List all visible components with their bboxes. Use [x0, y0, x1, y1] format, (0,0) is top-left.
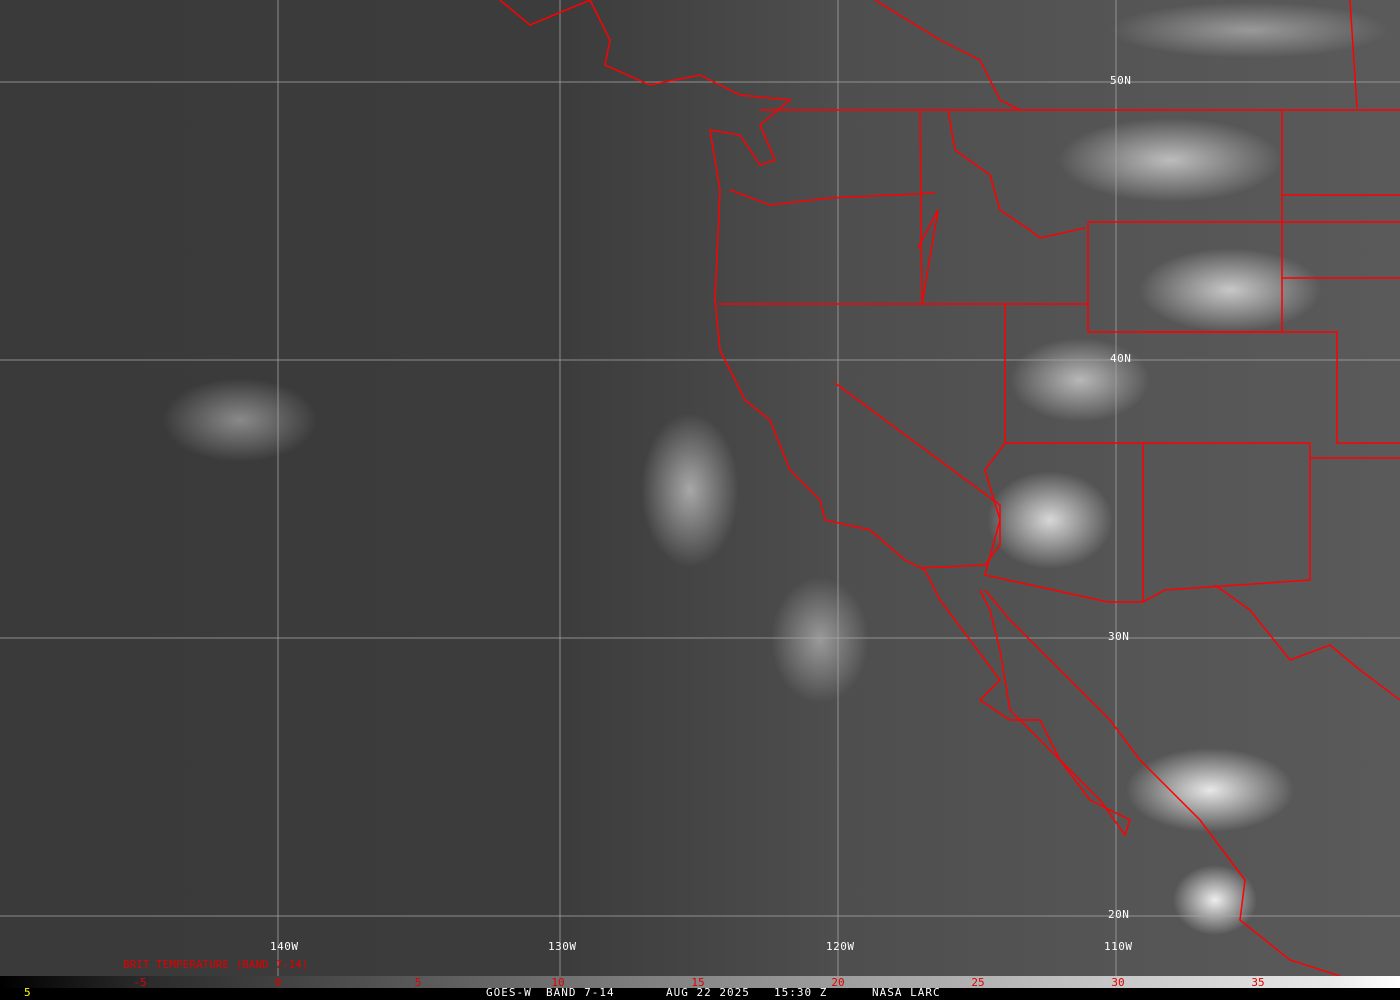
id-mt-border: [947, 109, 1086, 239]
satellite-imagery: [0, 0, 1400, 976]
credit-label: NASA LARC: [872, 986, 941, 999]
lat-label-20n: 20N: [1108, 908, 1130, 921]
time-label: 15:30 Z: [774, 986, 828, 999]
scale-tick: 35: [1251, 976, 1265, 989]
lat-lon-grid: [0, 0, 1400, 976]
political-borders: [499, 0, 1400, 976]
scale-tick: 30: [1111, 976, 1125, 989]
mt-east: [1281, 110, 1400, 223]
id-border: [917, 109, 939, 305]
az-nm: [1142, 442, 1311, 603]
coastline-mexico: [984, 589, 1341, 976]
coastline: [499, 0, 1131, 837]
scale-tick: 15: [691, 976, 705, 989]
scale-tick: 0: [274, 976, 282, 989]
lat-label-40n: 40N: [1110, 352, 1132, 365]
lon-label-130w: 130W: [548, 940, 577, 953]
scale-tick: 20: [831, 976, 845, 989]
satellite-name: GOES-W: [486, 986, 532, 999]
canada-border-east: [1349, 0, 1358, 109]
legend-title: BRIT TEMPERATURE (BAND 7-14): [123, 958, 309, 971]
ut-co: [1143, 331, 1400, 444]
lat-label-50n: 50N: [1110, 74, 1132, 87]
canada-coast: [874, 0, 1021, 111]
coastline-mexico-mainland: [1214, 584, 1400, 701]
scale-tick: 10: [551, 976, 565, 989]
lon-label-140w: 140W: [270, 940, 299, 953]
scale-tick: 25: [971, 976, 985, 989]
lon-label-110w: 110W: [1104, 940, 1133, 953]
wy-box: [1087, 221, 1283, 333]
scale-tick: 5: [414, 976, 422, 989]
footer-bar: [0, 988, 1400, 1000]
wa-or-border: [729, 189, 936, 206]
map-overlay: [0, 0, 1400, 976]
lon-label-120w: 120W: [826, 940, 855, 953]
temperature-color-scale: [0, 976, 1400, 988]
nv-ut: [984, 304, 1144, 603]
lat-label-30n: 30N: [1108, 630, 1130, 643]
ca-nv: [834, 382, 1001, 569]
frame-number: 5: [24, 986, 32, 999]
band-label: BAND 7-14: [546, 986, 615, 999]
date-label: AUG 22 2025: [666, 986, 750, 999]
scale-tick: -5: [133, 976, 147, 989]
